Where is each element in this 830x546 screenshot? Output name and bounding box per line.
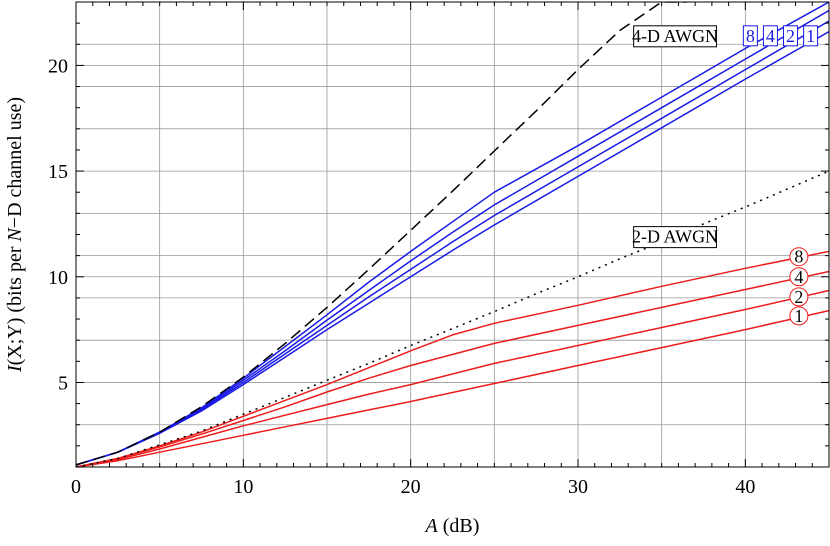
series-label-circle-red	[789, 287, 809, 307]
series-label-2d-1: 1	[794, 306, 803, 326]
series-label-circle-red	[789, 247, 809, 267]
series-line-4-d-1	[76, 30, 829, 466]
series-label-circle-red	[789, 267, 809, 287]
x-axis-label: A (dB)	[424, 515, 480, 537]
series-label-4d-8: 8	[746, 26, 755, 46]
series-label-2d-8: 8	[794, 247, 803, 267]
series-line-2-d-awgn	[76, 170, 829, 467]
annotation-4d-awgn-box	[633, 25, 717, 48]
y-axis-label: I(X;Y) (bits per N−D channel use)	[4, 97, 26, 373]
series-line-4-d-4	[76, 9, 829, 466]
series-label-box-blue	[742, 25, 758, 47]
y-tick-label: 5	[58, 372, 68, 394]
series-line-4-d-awgn	[76, 2, 687, 466]
y-axis-label-part: I	[4, 364, 26, 373]
y-tick-label: 15	[48, 161, 68, 183]
y-axis-label-part: −D channel use)	[4, 97, 26, 228]
annotation-4d-awgn: 4-D AWGN	[632, 26, 718, 46]
series-line-2-d-2	[76, 289, 829, 467]
series-line-2-d-1	[76, 309, 829, 467]
x-tick-label: 40	[735, 476, 755, 498]
axis-labels: A (dB) I(X;Y) (bits per N−D channel use)	[4, 97, 479, 537]
x-tick-label: 30	[568, 476, 588, 498]
annotation-2d-awgn: 2-D AWGN	[632, 227, 718, 247]
axis-ticks: 0 10 20 30 40 5 10 15 20	[48, 2, 829, 498]
series-label-box-blue	[803, 25, 819, 47]
series-label-2d-4: 4	[794, 267, 803, 287]
series-label-4d-1: 1	[806, 26, 815, 46]
series-line-2-d-4	[76, 270, 829, 467]
x-tick-label: 20	[401, 476, 421, 498]
series-label-4d-4: 4	[766, 26, 775, 46]
series-lines	[76, 2, 829, 467]
series-label-4d-2: 2	[786, 26, 795, 46]
series-label-2d-2: 2	[794, 287, 803, 307]
series-label-box-blue	[762, 25, 778, 47]
y-tick-label: 20	[48, 55, 68, 77]
y-axis-label-part: (X;Y) (bits per	[4, 242, 26, 366]
series-label-box-blue	[783, 25, 799, 47]
x-axis-label-unit: (dB)	[438, 515, 480, 537]
series-line-2-d-8	[76, 250, 829, 467]
x-tick-label: 0	[71, 476, 81, 498]
x-axis-label-var: A	[424, 515, 439, 537]
x-tick-label: 10	[233, 476, 253, 498]
annotation-2d-awgn-box	[633, 226, 717, 249]
series-label-circle-red	[789, 306, 809, 326]
y-tick-label: 10	[48, 267, 68, 289]
y-axis-label-part: N	[4, 227, 26, 243]
